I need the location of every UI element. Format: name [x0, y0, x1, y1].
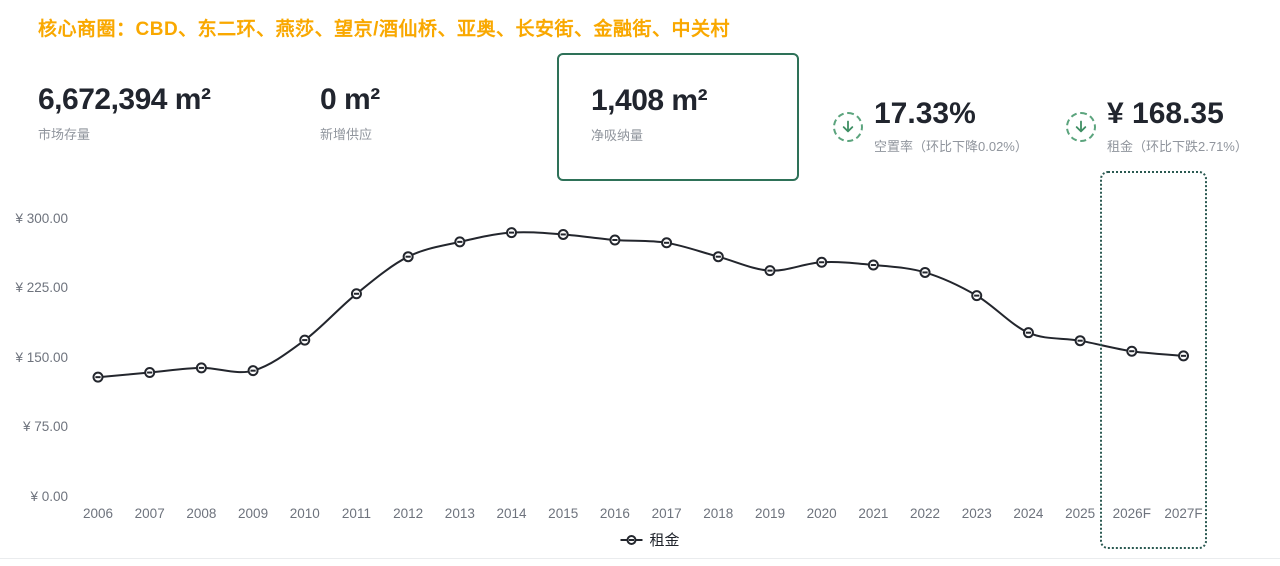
y-axis-tick-label: ¥ 225.00 [15, 280, 68, 296]
x-axis-label-2014: 2014 [496, 506, 527, 521]
y-axis-tick-label: ¥ 75.00 [22, 419, 68, 435]
data-point-2013[interactable] [454, 236, 466, 248]
trend-down-circle [833, 111, 863, 142]
kpi-net-absorption-label: 净吸纳量 [591, 128, 644, 143]
line-series-marker-icon [620, 534, 643, 545]
data-point-2027F[interactable] [1178, 350, 1189, 362]
data-point-2009[interactable] [247, 365, 259, 377]
legend-item-rent[interactable]: 租金 [620, 529, 680, 550]
x-axis-label-2024: 2024 [1013, 506, 1044, 521]
data-point-2015[interactable] [557, 228, 569, 240]
x-axis-label-2020: 2020 [806, 506, 837, 521]
page-title: 核心商圈：CBD、东二环、燕莎、望京/酒仙桥、亚奥、长安街、金融街、中关村 [38, 19, 730, 40]
x-axis-label-2027F: 2027F [1164, 506, 1203, 521]
x-axis-label-2023: 2023 [961, 506, 992, 521]
data-point-2014[interactable] [506, 227, 518, 239]
x-axis-label-2011: 2011 [341, 506, 371, 521]
data-point-2017[interactable] [661, 237, 673, 249]
x-axis-label-2007: 2007 [134, 506, 165, 521]
x-axis-label-2015: 2015 [548, 506, 579, 521]
y-axis-tick-label: ¥ 150.00 [15, 349, 68, 365]
kpi-new-supply-value: 0 m² [320, 83, 380, 116]
x-axis-label-2018: 2018 [703, 506, 734, 521]
x-axis-label-2017: 2017 [651, 506, 682, 521]
legend-label: 租金 [649, 532, 680, 549]
x-axis-label-2006: 2006 [82, 506, 114, 521]
kpi-rent[interactable]: ¥ 168.35 租金（环比下跌2.71%） [1066, 98, 1248, 155]
kpi-new-supply[interactable]: 0 m² 新增供应 [320, 84, 380, 143]
trend-down-circle [1066, 111, 1096, 142]
arrow-down-icon [1075, 120, 1087, 132]
x-axis-label-2009: 2009 [238, 506, 269, 521]
kpi-net-absorption-value: 1,408 m² [591, 84, 708, 117]
data-point-2022[interactable] [919, 266, 931, 278]
x-axis-label-2013: 2013 [444, 506, 475, 521]
kpi-vacancy-value: 17.33% [874, 97, 976, 130]
x-axis-label-2025: 2025 [1065, 506, 1096, 521]
data-point-2012[interactable] [402, 251, 414, 263]
kpi-vacancy-label: 空置率（环比下降0.02%） [874, 139, 1028, 154]
bottom-divider [0, 558, 1280, 559]
kpi-market-stock-value: 6,672,394 m² [38, 83, 211, 116]
x-axis-label-2010: 2010 [289, 506, 320, 521]
data-point-2008[interactable] [195, 362, 207, 374]
y-axis-tick-label: ¥ 0.00 [30, 488, 68, 504]
x-axis-label-2016: 2016 [599, 506, 630, 521]
kpi-market-stock-label: 市场存量 [38, 127, 91, 142]
data-point-2026F[interactable] [1126, 345, 1138, 357]
kpi-net-absorption-card[interactable]: 1,408 m² 净吸纳量 [557, 53, 799, 181]
data-point-2007[interactable] [144, 367, 156, 379]
data-point-2018[interactable] [712, 251, 724, 263]
data-point-2010[interactable] [299, 334, 311, 346]
data-point-2021[interactable] [867, 259, 879, 271]
kpi-market-stock[interactable]: 6,672,394 m² 市场存量 [38, 83, 211, 143]
kpi-vacancy[interactable]: 17.33% 空置率（环比下降0.02%） [833, 98, 1028, 155]
x-axis-label-2008: 2008 [186, 506, 217, 521]
rent-series-line [97, 231, 1184, 379]
data-point-2020[interactable] [816, 256, 828, 268]
data-point-2016[interactable] [609, 234, 621, 246]
arrow-down-icon [842, 120, 854, 132]
data-point-2006[interactable] [92, 371, 104, 383]
y-axis-tick-label: ¥ 300.00 [15, 210, 68, 226]
x-axis-label-2022: 2022 [910, 506, 941, 521]
kpi-rent-value: ¥ 168.35 [1107, 97, 1224, 130]
data-point-2025[interactable] [1074, 335, 1086, 347]
kpi-new-supply-label: 新增供应 [320, 127, 373, 142]
data-point-2023[interactable] [971, 290, 983, 302]
data-point-2011[interactable] [350, 288, 362, 300]
data-point-2019[interactable] [764, 265, 776, 277]
data-point-2024[interactable] [1022, 327, 1034, 339]
x-axis-label-2012: 2012 [393, 506, 424, 521]
x-axis-label-2019: 2019 [754, 506, 785, 521]
x-axis-label-2026F: 2026F [1112, 506, 1151, 521]
kpi-rent-label: 租金（环比下跌2.71%） [1107, 139, 1248, 154]
x-axis-label-2021: 2021 [858, 506, 889, 521]
